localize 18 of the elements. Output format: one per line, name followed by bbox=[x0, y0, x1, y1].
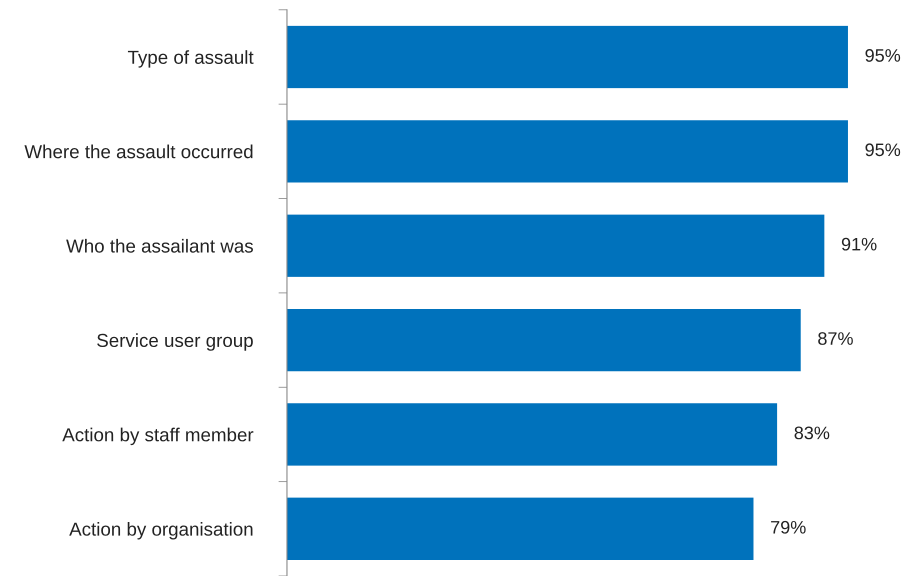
data-label: 79% bbox=[771, 520, 806, 534]
bar bbox=[286, 403, 778, 466]
data-label: 91% bbox=[842, 238, 877, 251]
y-tick-label: Who the assailant was bbox=[66, 238, 253, 253]
bar bbox=[286, 120, 848, 182]
data-label: 83% bbox=[794, 426, 830, 440]
y-tick-label: Where the assault occurred bbox=[24, 144, 252, 158]
y-tick-label: Type of assault bbox=[128, 50, 254, 68]
y-tick-label: Service user group bbox=[97, 333, 253, 351]
data-label: 95% bbox=[865, 49, 900, 62]
bar bbox=[286, 498, 754, 560]
data-label: 87% bbox=[818, 332, 853, 345]
y-tick-label: Action by organisation bbox=[69, 522, 252, 540]
y-tick-label: Action by staff member bbox=[62, 428, 254, 446]
bar bbox=[286, 308, 801, 372]
bar bbox=[286, 214, 824, 277]
data-label: 95% bbox=[865, 143, 900, 156]
bar bbox=[286, 26, 848, 88]
